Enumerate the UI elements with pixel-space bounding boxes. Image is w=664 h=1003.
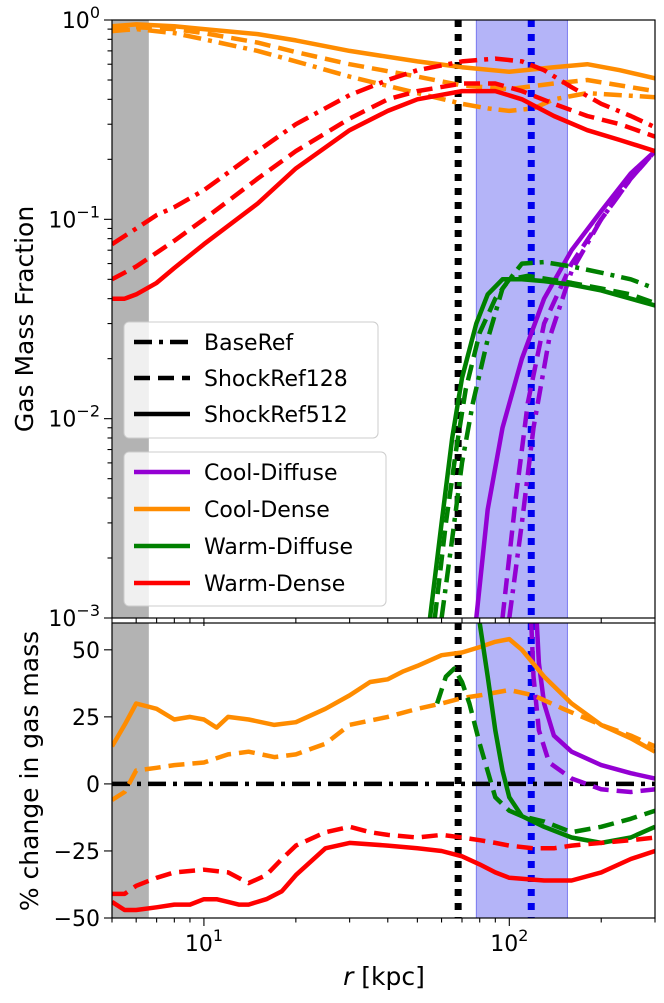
top-axes: 100 10−1 10−2 10−3 [48,3,656,632]
x-axis-variable: r [343,962,355,991]
legend-label: Warm-Diffuse [204,535,353,560]
warm-dense-shockref512-line [112,88,655,301]
inner-region-shade [112,623,149,918]
cool-dense-shockref128-line [112,24,655,94]
y-tick-label: 10−3 [48,601,100,632]
top-series-lines [112,22,655,618]
y-tick-label: −50 [54,907,100,932]
x-axis-unit: [kpc] [353,962,425,991]
bottom-plot-frame [111,622,656,919]
legend-label: Warm-Dense [204,572,345,597]
y-tick-label: 10−2 [48,402,100,433]
warm-dense-shockref128-line [112,81,655,282]
top-vertical-lines [454,20,535,618]
y-tick-label: 50 [72,639,100,664]
legend-label: Cool-Dense [204,498,330,523]
x-tick-label: 101 [185,926,223,957]
warm-dense-shockref512-line [112,840,655,913]
bottom-shaded-regions [112,623,568,918]
warm-diffuse-baseref-line [439,259,655,618]
top-plot-frame [111,19,656,619]
cool-dense-shockref128-line [112,687,655,802]
y-tick-label: 100 [62,3,100,34]
x-tick-label: 102 [490,926,528,957]
bottom-series-lines [112,623,655,913]
cool-diffuse-baseref-line [507,149,655,618]
legend-label: Cool-Diffuse [204,461,337,486]
transition-band-shade [475,623,568,918]
y-tick-label: −25 [54,840,100,865]
style-legend-box [123,321,379,439]
cool-diffuse-shockref512-line [474,149,655,618]
warm-dense-shockref128-line [112,824,655,897]
bottom-panel: 50 25 0 −25 −50 101 102 % change in gas mass r… [15,622,656,991]
cool-dense-shockref512-line [112,636,655,754]
legend-label: ShockRef512 [204,403,348,428]
cool-diffuse-shockref128-line [500,149,655,618]
legend-label: ShockRef128 [204,367,348,392]
y-tick-label: 10−1 [48,202,100,233]
cool-dense-shockref512-line [112,22,655,81]
warm-diffuse-shockref512-line [477,623,655,846]
warm-dense-baseref-line [112,56,655,247]
top-shaded-regions [112,20,568,618]
top-panel: 100 10−1 10−2 10−3 Gas Mass Fraction BaseRe… [10,3,656,632]
legends: BaseRef ShockRef128 ShockRef512 Cool-Diffus… [123,321,387,607]
warm-diffuse-shockref128-line [432,273,655,618]
bottom-axes: 50 25 0 −25 −50 101 102 [54,639,656,957]
x-axis-label: r [kpc] [343,962,425,991]
cool-diffuse-shockref128-line [529,623,655,795]
phase-legend-box [123,451,387,607]
y-tick-label: 25 [72,706,100,731]
legend-label: BaseRef [204,331,294,356]
y-tick-label: 0 [86,773,100,798]
bottom-y-axis-label: % change in gas mass [15,631,44,911]
top-y-axis-label: Gas Mass Fraction [10,206,39,432]
cool-dense-baseref-line [112,26,655,114]
